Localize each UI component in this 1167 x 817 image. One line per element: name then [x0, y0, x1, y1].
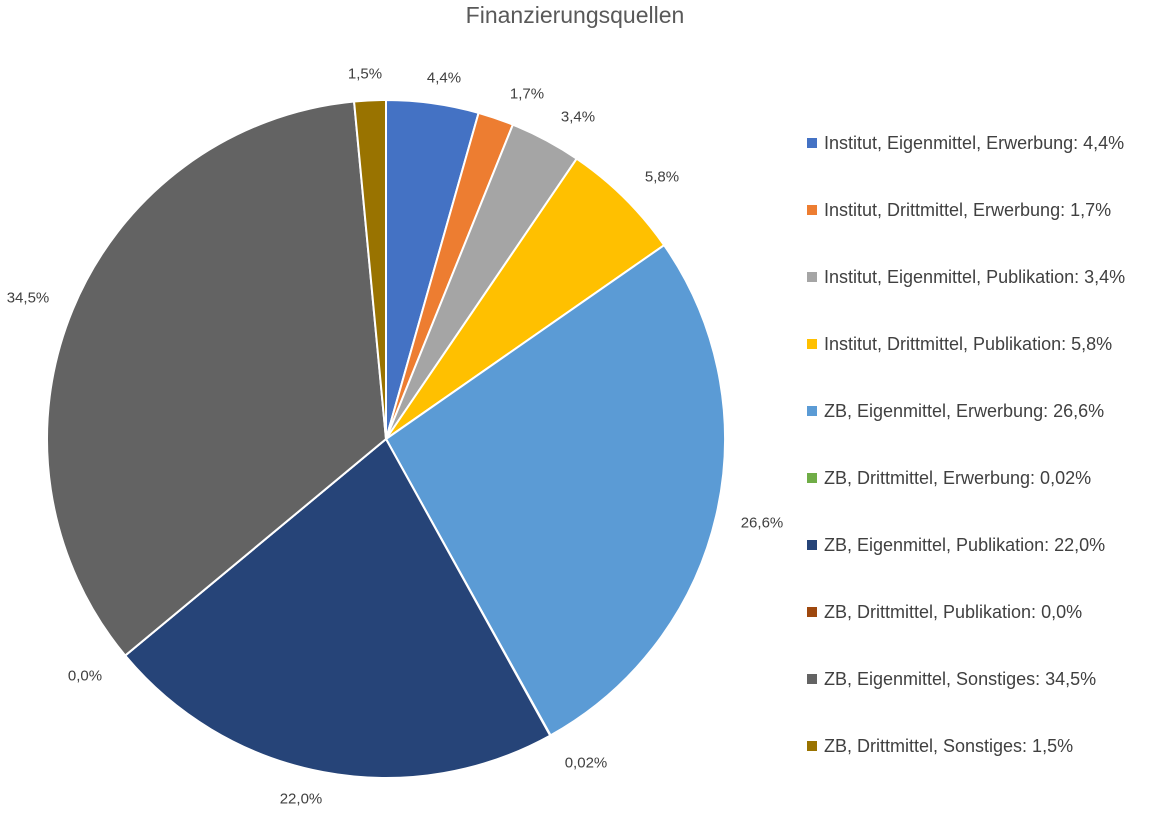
pie-slice [46, 100, 387, 657]
legend-entry: ZB, Drittmittel, Publikation: 0,0% [824, 602, 1082, 622]
legend-entry: ZB, Eigenmittel, Publikation: 22,0% [824, 535, 1105, 555]
legend-swatch [807, 741, 817, 751]
pie-data-label: 4,4% [427, 70, 461, 87]
pie-data-label: 5,8% [645, 169, 679, 186]
legend-swatch [807, 540, 817, 550]
legend-swatch [807, 272, 817, 282]
chart-title: Finanzierungsquellen [465, 2, 685, 28]
pie-data-label: 1,5% [348, 66, 382, 83]
chart-legend: Institut, Eigenmittel, Erwerbung: 4,4% In… [807, 133, 1125, 756]
pie-slice [385, 244, 726, 737]
pie-slice [124, 438, 552, 779]
legend-entry: ZB, Drittmittel, Erwerbung: 0,02% [824, 468, 1091, 488]
pie-slices [46, 99, 726, 779]
legend-swatch [807, 473, 817, 483]
pie-slice [385, 157, 666, 440]
legend-swatch [807, 607, 817, 617]
legend-entry: ZB, Eigenmittel, Sonstiges: 34,5% [824, 669, 1096, 689]
pie-data-label: 26,6% [741, 515, 784, 532]
pie-data-label: 34,5% [7, 290, 50, 307]
pie-data-label: 22,0% [280, 791, 323, 808]
legend-swatch [807, 339, 817, 349]
legend-entry: ZB, Drittmittel, Sonstiges: 1,5% [824, 736, 1073, 756]
legend-entry: Institut, Eigenmittel, Publikation: 3,4% [824, 267, 1125, 287]
legend-entry: Institut, Drittmittel, Publikation: 5,8% [824, 334, 1112, 354]
pie-data-label: 3,4% [561, 109, 595, 126]
legend-entry: Institut, Drittmittel, Erwerbung: 1,7% [824, 200, 1111, 220]
legend-swatch [807, 205, 817, 215]
pie-slice [353, 99, 387, 440]
pie-data-labels: 4,4% 1,7% 3,4% 5,8% 26,6% 0,02% 22,0% 0,0% 34,5%… [7, 66, 784, 808]
legend-swatch [807, 674, 817, 684]
pie-data-label: 1,7% [510, 86, 544, 103]
legend-swatch [807, 138, 817, 148]
legend-entry: ZB, Eigenmittel, Erwerbung: 26,6% [824, 401, 1104, 421]
pie-data-label: 0,0% [68, 668, 102, 685]
legend-entry: Institut, Eigenmittel, Erwerbung: 4,4% [824, 133, 1124, 153]
pie-data-label: 0,02% [565, 755, 608, 772]
legend-swatch [807, 406, 817, 416]
